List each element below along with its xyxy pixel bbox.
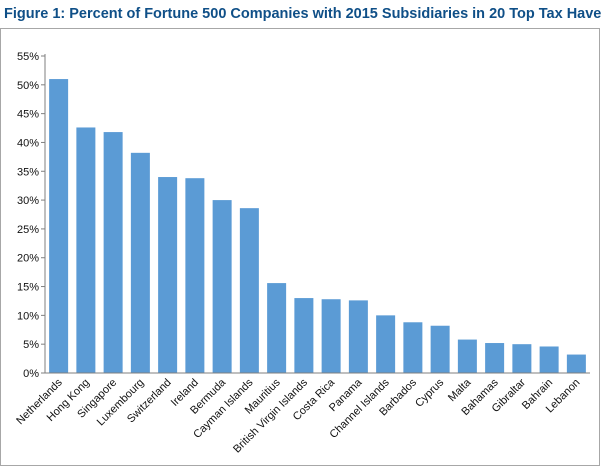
bar [130, 152, 150, 373]
y-tick-label: 15% [17, 282, 39, 294]
bar [158, 177, 178, 373]
chart-frame [0, 28, 600, 466]
bar [539, 346, 559, 373]
y-tick-label: 0% [23, 368, 39, 380]
bar [566, 354, 586, 373]
y-tick-label: 30% [17, 195, 39, 207]
bar [103, 132, 123, 373]
y-tick-label: 25% [17, 224, 39, 236]
chart-title: Figure 1: Percent of Fortune 500 Compani… [4, 6, 602, 22]
bar [185, 178, 205, 373]
y-tick-label: 45% [17, 109, 39, 121]
bar [376, 315, 396, 373]
bar [430, 325, 450, 373]
y-tick-label: 20% [17, 253, 39, 265]
bar [348, 300, 368, 373]
y-tick-label: 40% [17, 137, 39, 149]
axes [44, 54, 590, 374]
y-tick-label: 50% [17, 80, 39, 92]
bar [76, 127, 96, 374]
x-tick-label: Cyprus [413, 376, 446, 409]
bar [457, 339, 477, 373]
bar [267, 283, 287, 373]
bar [212, 200, 232, 373]
bar [512, 344, 532, 373]
bar [294, 298, 314, 373]
bar [49, 79, 69, 374]
y-tick-label: 35% [17, 166, 39, 178]
y-axis-ticks: 0% 5% 10% 15% 20% 25% 30% 35% 40% 45% 50% 55% [17, 51, 45, 380]
y-tick-label: 10% [17, 310, 39, 322]
y-tick-label: 5% [23, 339, 39, 351]
bar [321, 299, 341, 373]
bars [49, 79, 586, 374]
bar [485, 343, 505, 373]
bar [403, 322, 423, 373]
bar [239, 208, 259, 373]
y-tick-label: 55% [17, 51, 39, 63]
